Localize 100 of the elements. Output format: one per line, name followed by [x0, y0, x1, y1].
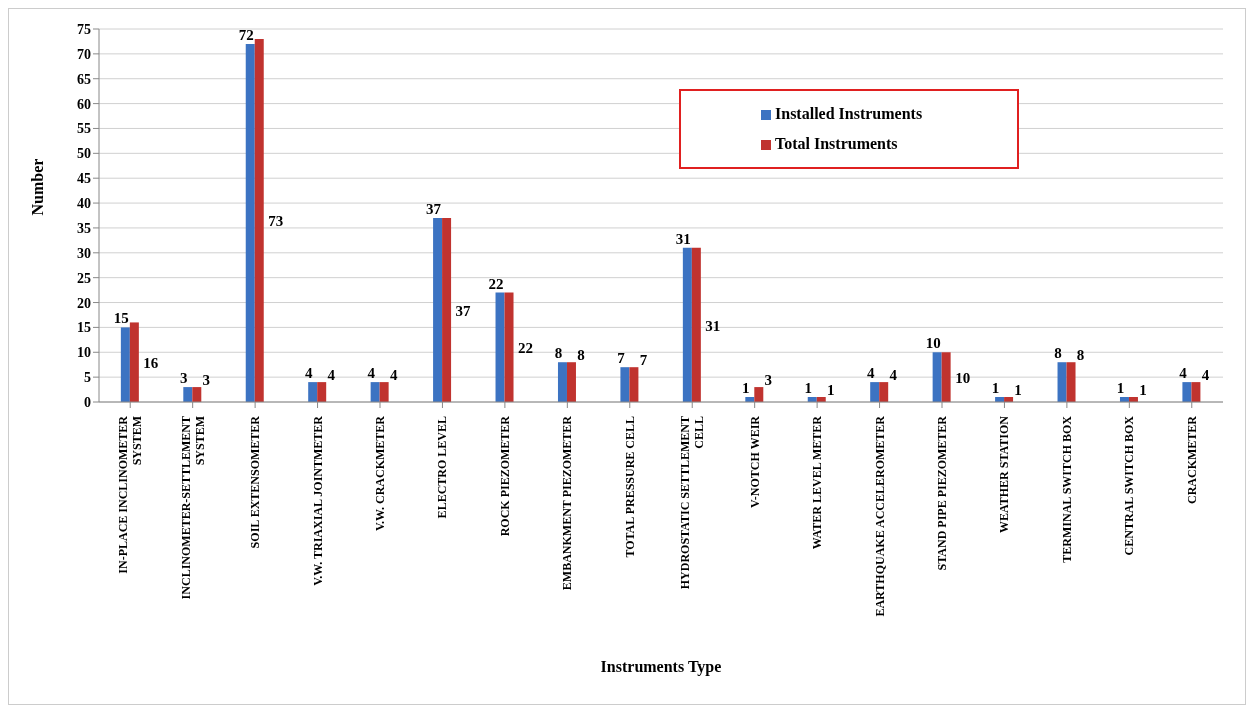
y-tick-label: 55: [77, 121, 91, 137]
data-label: 4: [889, 367, 898, 384]
data-label: 37: [455, 302, 472, 319]
data-label: 22: [518, 340, 534, 357]
bar: [370, 382, 380, 402]
bar: [620, 367, 630, 402]
bar: [879, 382, 889, 402]
y-tick-label: 20: [77, 295, 91, 311]
data-label: 73: [268, 213, 284, 230]
data-label: 8: [1054, 345, 1062, 362]
data-label: 37: [426, 200, 442, 217]
legend-label: Total Instruments: [775, 135, 898, 152]
bar: [129, 322, 139, 402]
data-label: 3: [764, 372, 773, 389]
data-label: 8: [554, 345, 563, 362]
bar: [308, 382, 318, 402]
y-tick-label: 5: [84, 370, 91, 386]
data-label: 22: [488, 275, 504, 292]
y-tick-label: 45: [77, 171, 91, 187]
bar: [754, 387, 764, 402]
data-label: 1: [742, 380, 750, 397]
data-label: 1: [826, 382, 835, 399]
data-label: 7: [639, 352, 648, 369]
bar: [442, 217, 452, 402]
x-tick-label: TERMINAL SWITCH BOX: [1059, 415, 1074, 563]
y-tick-label: 30: [77, 245, 91, 261]
data-label: 15: [113, 310, 129, 327]
bar: [433, 217, 443, 402]
data-label: 7: [617, 350, 626, 367]
x-tick-label: V.W. TRIAXIAL JOINTMETER: [310, 415, 325, 586]
x-tick-label: ELECTRO LEVEL: [435, 416, 450, 519]
x-tick-label: ROCK PIEZOMETER: [497, 415, 512, 537]
x-tick-label: TOTAL PRESSURE CELL: [622, 416, 637, 558]
data-label: 4: [1179, 365, 1188, 382]
bar: [932, 352, 942, 402]
y-tick-label: 10: [77, 345, 91, 361]
y-tick-label: 25: [77, 270, 91, 286]
data-label: 4: [367, 365, 376, 382]
y-tick-label: 40: [77, 196, 91, 212]
y-tick-label: 15: [77, 320, 91, 336]
x-tick-label: WEATHER STATION: [997, 415, 1012, 534]
y-tick-label: 65: [77, 71, 91, 87]
x-tick-label: EMBANKMENT PIEZOMETER: [560, 415, 575, 591]
y-tick-label: 75: [77, 21, 91, 37]
data-label: 4: [389, 367, 398, 384]
bar: [941, 352, 951, 402]
y-tick-label: 50: [77, 146, 91, 162]
data-label: 3: [202, 372, 211, 389]
bar: [254, 38, 264, 402]
x-axis-title: Instruments Type: [600, 658, 722, 676]
bar: [504, 292, 514, 402]
data-label: 10: [955, 370, 971, 387]
data-label: 1: [1139, 382, 1147, 399]
x-tick-label: EARTHQUAKE ACCELEROMETER: [872, 415, 887, 617]
y-tick-label: 35: [77, 220, 91, 236]
data-label: 16: [143, 355, 159, 372]
data-label: 1: [991, 380, 1000, 397]
bar: [691, 247, 701, 402]
bar: [629, 367, 639, 402]
x-tick-label: V.W. CRACKMETER: [373, 415, 387, 532]
bar: [557, 362, 567, 402]
data-label: 4: [1201, 367, 1210, 384]
x-tick-label: INCLINOMETER-SETTLEMENT SYSTEM: [178, 416, 207, 600]
x-tick-label: SOIL EXTENSOMETER: [248, 415, 263, 549]
x-tick-label: HYDROSTATIC SETTLEMENT CELL: [678, 416, 707, 590]
data-label: 8: [1076, 347, 1085, 364]
x-tick-label: CRACKMETER: [1184, 415, 1199, 505]
data-label: 72: [238, 26, 254, 43]
y-tick-label: 0: [84, 394, 91, 410]
y-tick-label: 60: [77, 96, 91, 112]
data-label: 31: [705, 317, 721, 334]
bar: [1191, 382, 1201, 402]
x-tick-label: WATER LEVEL METER: [810, 415, 825, 550]
bar: [682, 247, 692, 402]
data-label: 3: [180, 370, 188, 387]
data-label: 4: [304, 365, 313, 382]
bar: [1066, 362, 1076, 402]
x-tick-label: STAND PIPE PIEZOMETER: [935, 415, 949, 571]
data-label: 1: [1014, 382, 1022, 399]
data-label: 31: [675, 230, 691, 247]
y-tick-label: 70: [77, 46, 91, 62]
bar: [317, 382, 327, 402]
x-tick-label: V-NOTCH WEIR: [747, 415, 762, 508]
data-label: 1: [1116, 380, 1125, 397]
data-label: 8: [577, 347, 585, 364]
bar: [120, 327, 130, 402]
y-axis-title: Number: [28, 158, 46, 216]
bar: [192, 387, 202, 402]
legend-label: Installed Instruments: [775, 105, 923, 122]
bar: [379, 382, 389, 402]
bar: [495, 292, 505, 402]
data-label: 4: [866, 365, 875, 382]
data-label: 10: [925, 335, 941, 352]
bar: [1182, 382, 1192, 402]
x-tick-label: IN-PLACE INCLINOMETER SYSTEM: [116, 415, 145, 574]
data-label: 1: [804, 380, 812, 397]
bar: [245, 43, 255, 402]
bar: [566, 362, 576, 402]
data-label: 4: [327, 367, 336, 384]
bar: [1057, 362, 1067, 402]
